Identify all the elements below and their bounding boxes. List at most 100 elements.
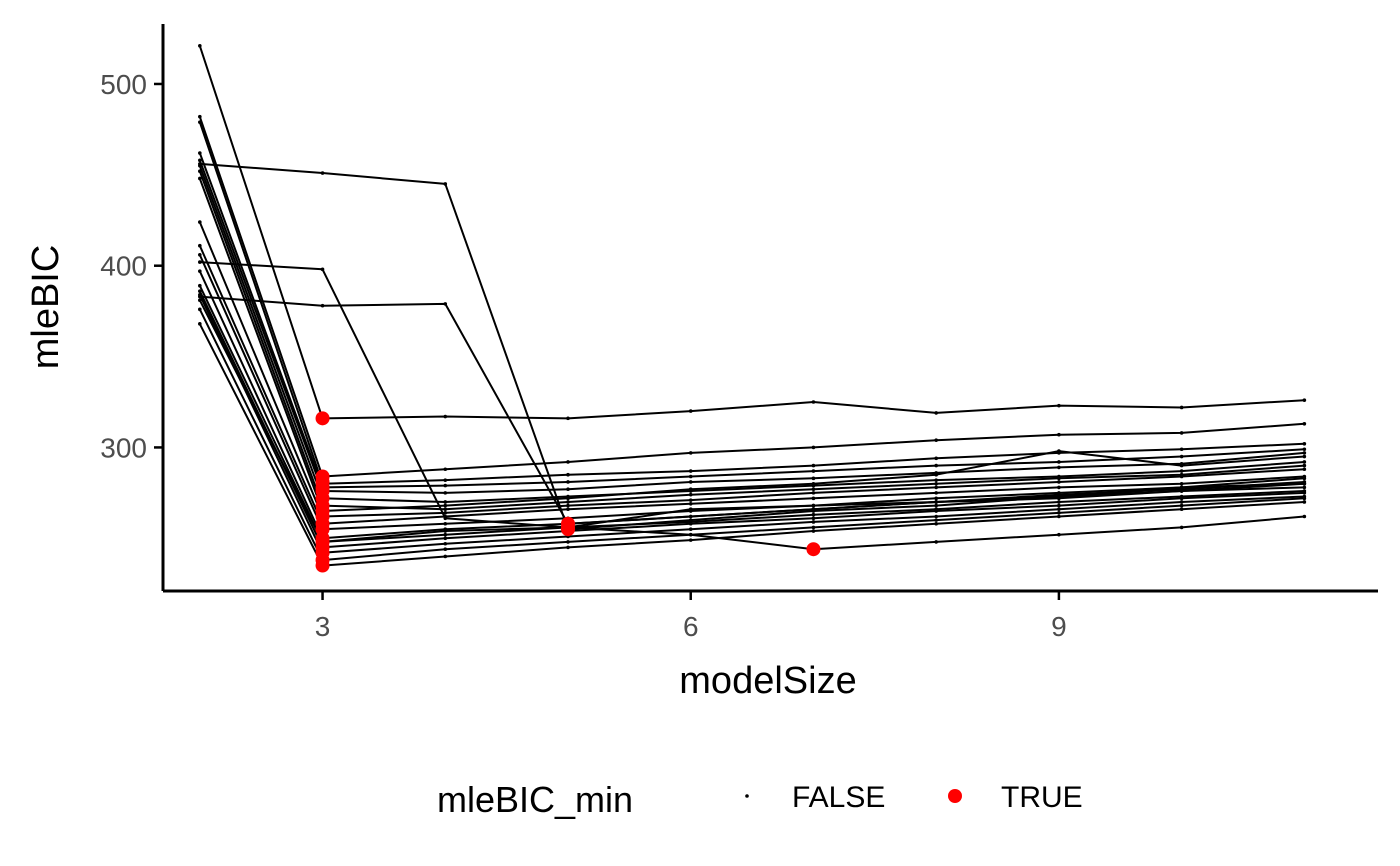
point-false xyxy=(198,283,202,288)
point-false xyxy=(688,538,693,542)
x-axis-ticks: 3 6 9 xyxy=(315,591,1067,642)
point-false xyxy=(443,532,448,537)
point-false xyxy=(1057,480,1061,484)
point-false xyxy=(198,292,202,297)
series-line-5 xyxy=(198,116,1305,478)
point-false xyxy=(443,467,448,472)
series-line-9 xyxy=(198,165,1305,503)
point-false xyxy=(1057,460,1061,464)
series-line-13 xyxy=(198,245,1305,525)
point-false xyxy=(811,516,816,521)
y-axis-ticks: 300 400 500 xyxy=(100,69,163,463)
point-false xyxy=(1179,463,1184,468)
point-false xyxy=(320,267,325,272)
point-false xyxy=(811,491,816,495)
point-false xyxy=(811,400,816,404)
series-line-16 xyxy=(198,285,1305,543)
point-false xyxy=(1302,463,1307,468)
point-false xyxy=(1302,447,1307,452)
point-false xyxy=(688,509,693,513)
point-false xyxy=(1057,449,1061,453)
point-false xyxy=(688,474,693,479)
point-false xyxy=(1179,481,1184,486)
point-false xyxy=(1057,507,1061,512)
point-false xyxy=(688,487,693,492)
y-tick-label: 400 xyxy=(100,251,147,282)
point-false xyxy=(198,120,202,124)
legend: mleBIC_min FALSE TRUE xyxy=(437,779,1083,820)
legend-label-true: TRUE xyxy=(1001,781,1083,814)
point-false xyxy=(198,163,202,168)
point-false xyxy=(566,507,570,512)
point-false xyxy=(811,476,816,481)
point-false xyxy=(1057,432,1061,437)
point-false xyxy=(811,496,816,501)
y-tick-label: 500 xyxy=(100,69,147,100)
series-line-7 xyxy=(198,152,1305,489)
point-false xyxy=(566,416,570,421)
series-line-8 xyxy=(198,159,1305,494)
point-false xyxy=(811,469,816,473)
point-false xyxy=(688,498,693,502)
point-false xyxy=(443,483,448,488)
point-false xyxy=(811,487,816,492)
point-false xyxy=(566,480,570,484)
point-false xyxy=(443,414,448,419)
point-false xyxy=(934,496,938,501)
point-false xyxy=(1057,491,1061,495)
point-false xyxy=(443,478,448,482)
point-false xyxy=(1179,489,1184,493)
point-false xyxy=(566,487,570,492)
point-false xyxy=(1179,447,1184,452)
point-false xyxy=(934,456,938,461)
point-false xyxy=(198,289,202,293)
point-false xyxy=(443,541,448,546)
point-false xyxy=(688,521,693,526)
point-false xyxy=(566,503,570,508)
series-lines xyxy=(198,45,1305,567)
point-false xyxy=(566,496,570,501)
series-line-1 xyxy=(198,45,1305,420)
point-false xyxy=(811,520,816,524)
point-false xyxy=(443,500,448,504)
point-false xyxy=(198,260,202,264)
series-line-18 xyxy=(198,294,1305,554)
y-tick-label: 300 xyxy=(100,432,147,463)
point-false xyxy=(1302,422,1307,426)
point-false xyxy=(811,507,816,512)
series-line-12 xyxy=(198,221,1305,518)
point-false xyxy=(198,252,202,257)
point-false xyxy=(566,500,570,504)
point-false xyxy=(1057,503,1061,508)
point-false xyxy=(688,501,693,506)
point-false xyxy=(811,481,816,486)
point-false xyxy=(688,480,693,484)
point-false xyxy=(934,491,938,495)
point-false xyxy=(688,409,693,413)
point-false xyxy=(198,322,202,326)
point-false xyxy=(1057,514,1061,519)
point-false xyxy=(934,518,938,522)
point-false xyxy=(1302,474,1307,479)
point-false xyxy=(1057,511,1061,515)
point-false xyxy=(1302,451,1307,455)
point-false xyxy=(1302,460,1307,464)
point-false xyxy=(1302,454,1307,459)
point-false xyxy=(443,182,448,186)
point-false xyxy=(934,514,938,519)
point-false xyxy=(934,540,938,544)
legend-key-false xyxy=(745,794,749,798)
point-false xyxy=(443,529,448,533)
series-line-20 xyxy=(198,308,1305,562)
point-false xyxy=(443,491,448,495)
point-false xyxy=(566,545,570,550)
point-false xyxy=(443,514,448,519)
point-true xyxy=(315,411,330,426)
series-line-17 xyxy=(198,290,1305,549)
series-line-14 xyxy=(198,254,1305,531)
point-false xyxy=(443,503,448,508)
point-false xyxy=(811,463,816,468)
point-false xyxy=(1179,503,1184,508)
legend-label-false: FALSE xyxy=(792,781,885,814)
point-false xyxy=(1302,441,1307,446)
